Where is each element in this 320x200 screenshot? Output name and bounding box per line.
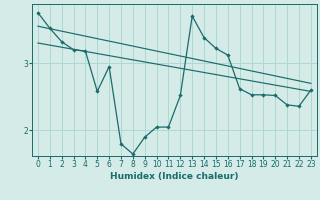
X-axis label: Humidex (Indice chaleur): Humidex (Indice chaleur) [110,172,239,181]
